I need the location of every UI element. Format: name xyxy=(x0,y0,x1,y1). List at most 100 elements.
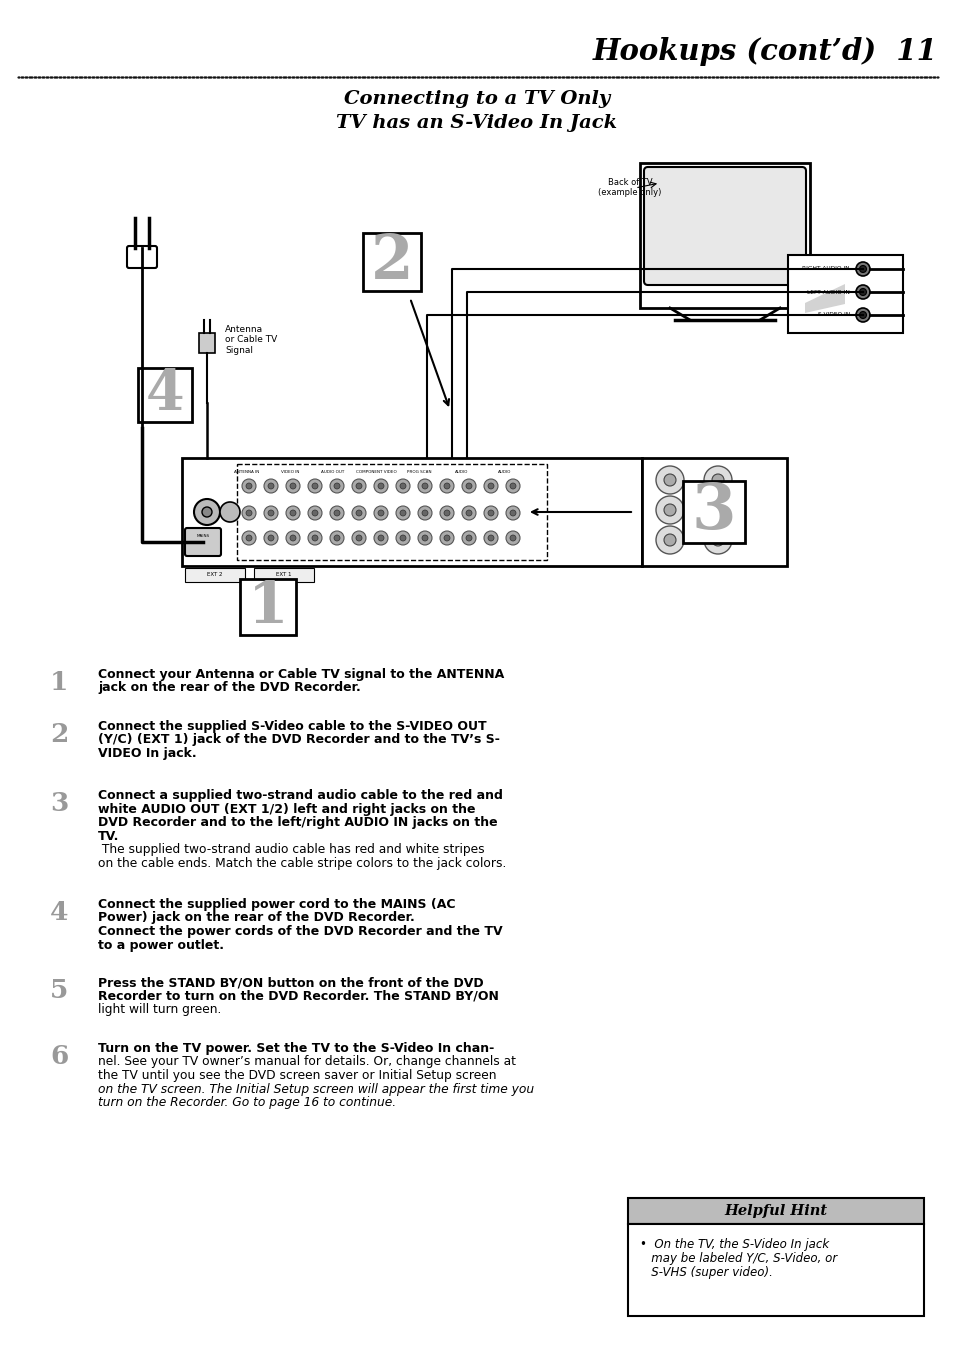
Text: AUDIO OUT: AUDIO OUT xyxy=(321,470,344,474)
Text: 4: 4 xyxy=(50,900,69,925)
Circle shape xyxy=(264,531,277,544)
Text: Hookups (cont’d)  11: Hookups (cont’d) 11 xyxy=(593,38,937,66)
Text: 3: 3 xyxy=(50,790,69,816)
Circle shape xyxy=(246,484,252,489)
Circle shape xyxy=(286,531,299,544)
Circle shape xyxy=(483,480,497,493)
FancyBboxPatch shape xyxy=(643,168,805,285)
Text: S-VHS (super video).: S-VHS (super video). xyxy=(639,1266,772,1279)
FancyBboxPatch shape xyxy=(682,481,744,543)
FancyBboxPatch shape xyxy=(627,1198,923,1224)
Circle shape xyxy=(399,535,406,540)
Circle shape xyxy=(220,503,240,521)
Circle shape xyxy=(859,266,865,273)
Circle shape xyxy=(377,484,384,489)
Circle shape xyxy=(663,504,676,516)
Circle shape xyxy=(488,535,494,540)
FancyBboxPatch shape xyxy=(185,567,245,582)
Circle shape xyxy=(395,531,410,544)
Text: Connecting to a TV Only: Connecting to a TV Only xyxy=(343,91,610,108)
Circle shape xyxy=(202,507,212,517)
FancyBboxPatch shape xyxy=(787,255,902,332)
Circle shape xyxy=(377,509,384,516)
Circle shape xyxy=(246,509,252,516)
Circle shape xyxy=(355,509,361,516)
Circle shape xyxy=(268,509,274,516)
Circle shape xyxy=(417,531,432,544)
Text: TV has an S-Video In Jack: TV has an S-Video In Jack xyxy=(336,113,617,132)
Circle shape xyxy=(312,509,317,516)
Circle shape xyxy=(443,535,450,540)
Circle shape xyxy=(268,484,274,489)
FancyBboxPatch shape xyxy=(138,367,192,422)
Text: light will turn green.: light will turn green. xyxy=(98,1002,221,1016)
Text: EXT 1: EXT 1 xyxy=(276,573,292,577)
Text: Antenna
or Cable TV
Signal: Antenna or Cable TV Signal xyxy=(225,326,277,355)
Circle shape xyxy=(510,484,516,489)
Circle shape xyxy=(352,531,366,544)
Circle shape xyxy=(505,480,519,493)
Circle shape xyxy=(656,526,683,554)
Circle shape xyxy=(483,531,497,544)
Circle shape xyxy=(656,466,683,494)
Circle shape xyxy=(465,535,472,540)
Circle shape xyxy=(461,480,476,493)
Circle shape xyxy=(355,535,361,540)
Circle shape xyxy=(334,484,339,489)
Text: 1: 1 xyxy=(248,580,288,635)
Text: Back of TV
(example only): Back of TV (example only) xyxy=(598,178,661,197)
Circle shape xyxy=(443,509,450,516)
Text: Power) jack on the rear of the DVD Recorder.: Power) jack on the rear of the DVD Recor… xyxy=(98,912,415,924)
Circle shape xyxy=(461,507,476,520)
Text: 5: 5 xyxy=(50,978,69,1002)
Circle shape xyxy=(421,509,428,516)
Text: VIDEO IN: VIDEO IN xyxy=(280,470,299,474)
Text: 6: 6 xyxy=(50,1044,69,1069)
Circle shape xyxy=(242,480,255,493)
Text: MAINS: MAINS xyxy=(196,534,210,538)
Circle shape xyxy=(703,526,731,554)
Circle shape xyxy=(268,535,274,540)
Text: VIDEO In jack.: VIDEO In jack. xyxy=(98,747,196,761)
FancyBboxPatch shape xyxy=(639,163,809,308)
Text: turn on the Recorder. Go to page 16 to continue.: turn on the Recorder. Go to page 16 to c… xyxy=(98,1096,395,1109)
Circle shape xyxy=(439,480,454,493)
Circle shape xyxy=(417,480,432,493)
Circle shape xyxy=(377,535,384,540)
Text: Press the STAND BY/ON button on the front of the DVD: Press the STAND BY/ON button on the fron… xyxy=(98,975,483,989)
Circle shape xyxy=(439,507,454,520)
Text: PROG SCAN: PROG SCAN xyxy=(406,470,431,474)
Circle shape xyxy=(374,531,388,544)
Circle shape xyxy=(483,507,497,520)
Text: jack on the rear of the DVD Recorder.: jack on the rear of the DVD Recorder. xyxy=(98,681,360,694)
FancyBboxPatch shape xyxy=(182,458,641,566)
Text: Recorder to turn on the DVD Recorder. The STAND BY/ON: Recorder to turn on the DVD Recorder. Th… xyxy=(98,989,498,1002)
Text: AUDIO: AUDIO xyxy=(497,470,511,474)
Text: Connect a supplied two-strand audio cable to the red and: Connect a supplied two-strand audio cabl… xyxy=(98,789,502,802)
Text: 3: 3 xyxy=(691,481,736,543)
Circle shape xyxy=(505,531,519,544)
Circle shape xyxy=(374,480,388,493)
Text: on the cable ends. Match the cable stripe colors to the jack colors.: on the cable ends. Match the cable strip… xyxy=(98,857,506,870)
Text: AUDIO: AUDIO xyxy=(455,470,468,474)
Circle shape xyxy=(308,531,322,544)
Circle shape xyxy=(395,507,410,520)
Text: (Y/C) (EXT 1) jack of the DVD Recorder and to the TV’s S-: (Y/C) (EXT 1) jack of the DVD Recorder a… xyxy=(98,734,499,747)
Circle shape xyxy=(242,507,255,520)
Circle shape xyxy=(465,484,472,489)
Circle shape xyxy=(355,484,361,489)
Circle shape xyxy=(264,480,277,493)
Circle shape xyxy=(855,262,869,276)
Circle shape xyxy=(663,474,676,486)
Circle shape xyxy=(374,507,388,520)
Circle shape xyxy=(290,509,295,516)
Circle shape xyxy=(334,509,339,516)
Circle shape xyxy=(465,509,472,516)
Circle shape xyxy=(395,480,410,493)
Text: Connect the power cords of the DVD Recorder and the TV: Connect the power cords of the DVD Recor… xyxy=(98,925,502,938)
Circle shape xyxy=(330,507,344,520)
Text: 4: 4 xyxy=(146,367,184,423)
Circle shape xyxy=(308,507,322,520)
Text: the TV until you see the DVD screen saver or Initial Setup screen: the TV until you see the DVD screen save… xyxy=(98,1069,496,1082)
Circle shape xyxy=(334,535,339,540)
